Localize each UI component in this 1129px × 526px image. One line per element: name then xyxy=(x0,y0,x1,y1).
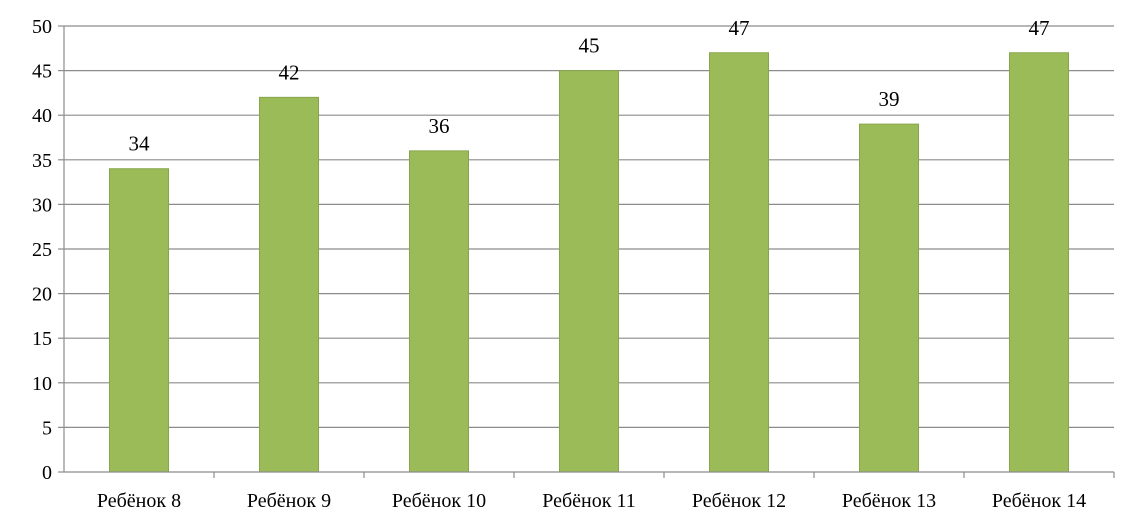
data-label: 36 xyxy=(429,114,450,138)
bar-4 xyxy=(559,70,619,473)
x-tick-labels: Ребёнок 8 Ребёнок 9 Ребёнок 10 Ребёнок 11 Ре… xyxy=(97,490,1086,512)
y-tick-labels: 0 5 10 15 20 25 30 35 40 45 50 xyxy=(32,16,52,484)
x-tick-label: Ребёнок 13 xyxy=(842,490,936,512)
data-label: 45 xyxy=(579,34,600,58)
data-label: 39 xyxy=(879,87,900,111)
data-label: 34 xyxy=(129,132,151,156)
x-tick-label: Ребёнок 11 xyxy=(542,490,635,512)
y-tick-label: 10 xyxy=(32,373,52,395)
x-tick-label: Ребёнок 8 xyxy=(97,490,181,512)
y-tick-label: 50 xyxy=(32,16,52,38)
data-label: 47 xyxy=(729,16,750,40)
y-tick-label: 40 xyxy=(32,105,52,127)
bar-3 xyxy=(409,150,469,473)
y-tick-label: 45 xyxy=(32,61,52,83)
y-tick-label: 35 xyxy=(32,150,52,172)
x-tick-label: Ребёнок 14 xyxy=(992,490,1086,512)
y-tick-label: 0 xyxy=(42,462,52,484)
bar-2 xyxy=(259,96,319,473)
x-tick-label: Ребёнок 9 xyxy=(247,490,331,512)
data-label: 47 xyxy=(1029,16,1050,40)
y-tick-label: 5 xyxy=(42,417,52,439)
axes xyxy=(58,25,1115,478)
y-tick-label: 20 xyxy=(32,284,52,306)
bar-1 xyxy=(109,168,169,473)
bar-6 xyxy=(859,123,919,473)
x-tick-label: Ребёнок 12 xyxy=(692,490,786,512)
data-label: 42 xyxy=(279,60,300,84)
y-tick-label: 15 xyxy=(32,328,52,350)
y-tick-label: 25 xyxy=(32,239,52,261)
x-tick-label: Ребёнок 10 xyxy=(392,490,486,512)
data-labels: 34 42 36 45 47 39 47 xyxy=(129,16,1050,156)
bar-7 xyxy=(1009,52,1069,473)
bar-5 xyxy=(709,52,769,473)
y-tick-label: 30 xyxy=(32,194,52,216)
